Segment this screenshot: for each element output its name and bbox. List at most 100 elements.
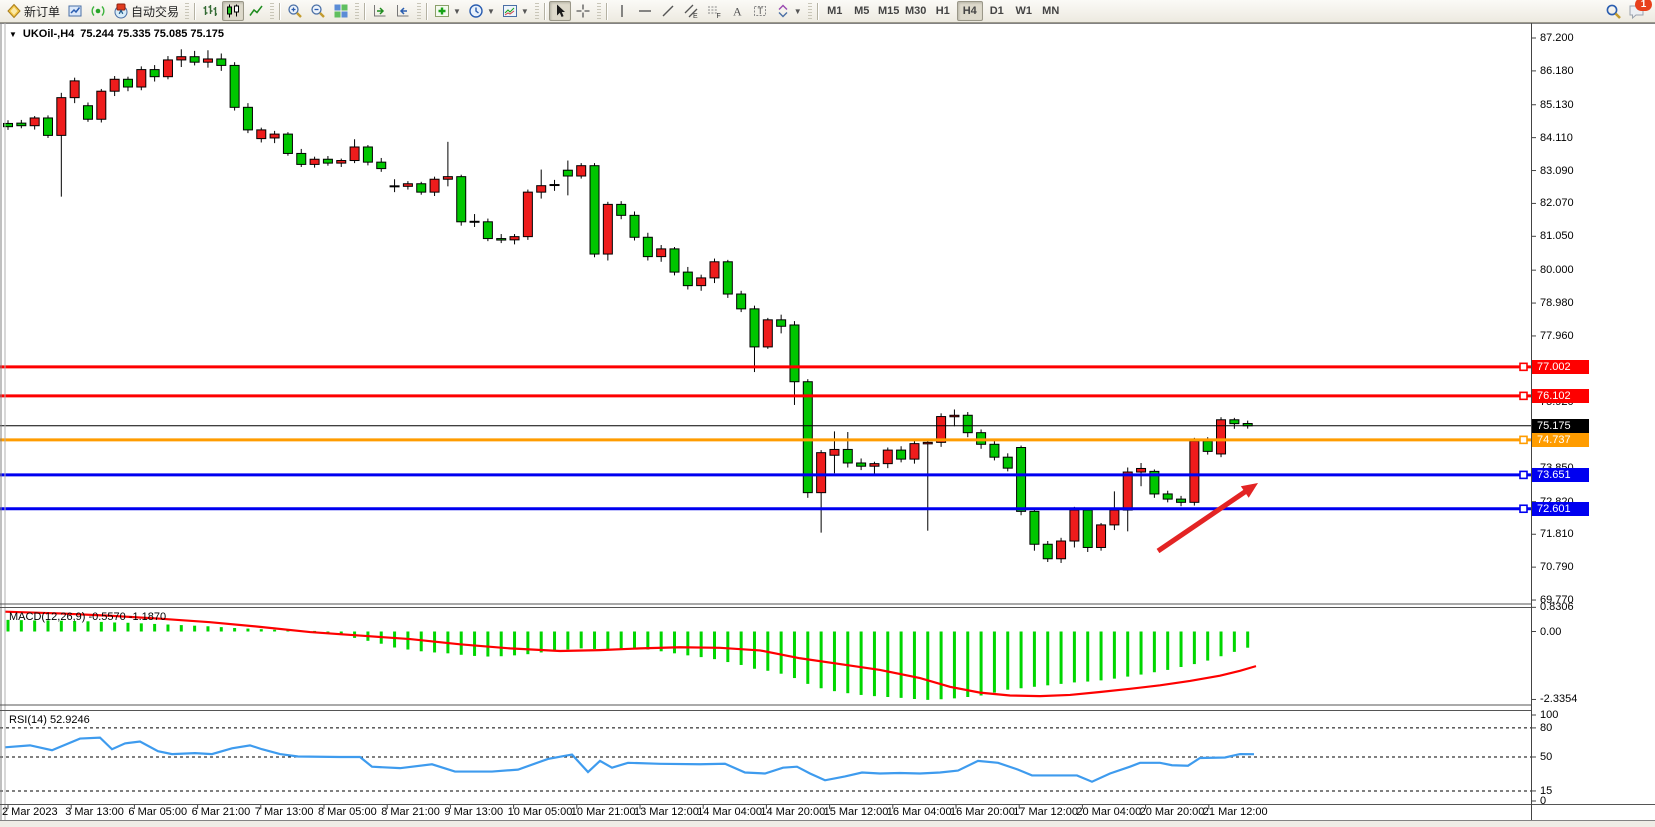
chart-menu-triangle-icon[interactable]: ▼ <box>9 29 17 39</box>
channel-button[interactable]: E <box>680 1 702 21</box>
chevron-down-icon[interactable]: ▼ <box>486 6 495 16</box>
toolbar-separator <box>534 2 539 20</box>
time-axis-label: 21 Mar 12:00 <box>1202 806 1268 818</box>
time-axis-label: 8 Mar 05:00 <box>318 806 377 818</box>
time-axis-label: 17 Mar 12:00 <box>1013 806 1079 818</box>
horizontal-line-object[interactable] <box>0 470 1531 480</box>
axis-ticks <box>7 37 1536 809</box>
chart-window[interactable]: ▼ UKOil-,H4 75.244 75.335 75.085 75.175 … <box>0 23 1655 827</box>
tile-windows-button[interactable] <box>330 1 352 21</box>
auto-scroll-button[interactable] <box>369 1 391 21</box>
horizontal-line-object[interactable] <box>0 504 1531 514</box>
price-axis-label: 71.810 <box>1540 528 1574 541</box>
timeframe-button-m5[interactable]: M5 <box>854 5 870 17</box>
candlestick-icon <box>225 3 241 19</box>
pane-borders <box>0 23 1655 821</box>
time-axis-label: 3 Mar 13:00 <box>65 806 124 818</box>
line-price-label: 72.601 <box>1532 501 1589 516</box>
search-button[interactable] <box>1602 1 1625 21</box>
timeframe-button-m15[interactable]: M15 <box>878 5 900 17</box>
periods-button[interactable]: ▼ <box>465 1 498 21</box>
svg-text:E: E <box>693 13 698 19</box>
zoom-out-button[interactable] <box>307 1 329 21</box>
horizontal-line-object[interactable] <box>0 391 1531 401</box>
toolbar-separator <box>417 2 422 20</box>
notifications-button[interactable]: 1 <box>1625 0 1652 21</box>
price-axis-label: 69.770 <box>1540 594 1574 607</box>
timeframe-button-m30[interactable]: M30 <box>905 5 927 17</box>
rsi-axis-label: 0 <box>1540 795 1547 807</box>
templates-icon <box>502 3 518 19</box>
horizontal-line-object[interactable] <box>0 362 1531 372</box>
toolbar-button-label: 新订单 <box>24 4 61 19</box>
chevron-down-icon[interactable]: ▼ <box>793 6 802 16</box>
timeframe-button-w1[interactable]: W1 <box>1015 5 1032 17</box>
chart-symbol: UKOil-,H4 <box>22 28 75 40</box>
trendline-button[interactable] <box>657 1 679 21</box>
toolbar-separator <box>355 2 360 20</box>
chevron-down-icon[interactable]: ▼ <box>453 6 461 16</box>
new-order-button[interactable]: 新订单 <box>3 1 63 21</box>
text-icon: A <box>729 3 745 19</box>
macd-axis-label: 0.8306 <box>1540 601 1574 614</box>
timeframe-button-h1[interactable]: H1 <box>935 5 950 17</box>
price-axis-label: 78.980 <box>1540 297 1574 310</box>
time-axis-label: 14 Mar 04:00 <box>697 806 763 818</box>
tile-windows-icon <box>333 3 349 19</box>
rsi-axis-label: 15 <box>1540 784 1553 797</box>
time-axis-label: 13 Mar 12:00 <box>634 806 699 818</box>
timeframe-button-m1[interactable]: M1 <box>827 5 843 17</box>
bar-chart-button[interactable] <box>199 1 221 21</box>
fibonacci-button[interactable]: F <box>703 1 725 21</box>
candles-layer <box>3 49 1253 563</box>
chart-shift-button[interactable] <box>392 1 414 21</box>
chart-canvas[interactable] <box>0 23 1655 827</box>
timeframe-button-mn[interactable]: MN <box>1042 5 1060 17</box>
toolbar-separator <box>816 2 818 20</box>
zoom-in-button[interactable] <box>284 1 306 21</box>
rsi-label: RSI(14) 52.9246 <box>9 714 90 726</box>
time-axis-label: 15 Mar 12:00 <box>823 806 889 818</box>
indicators-button[interactable]: ▼ <box>431 1 464 21</box>
auto-scroll-icon <box>372 3 388 19</box>
time-axis-label: 16 Mar 20:00 <box>950 806 1015 818</box>
toolbar-separator <box>279 2 281 20</box>
toolbar-separator <box>605 2 607 20</box>
price-axis-label: 84.110 <box>1540 131 1573 144</box>
text-button[interactable]: A <box>726 1 748 21</box>
toolbar-separator <box>426 2 428 20</box>
time-axis-label: 9 Mar 13:00 <box>444 806 504 818</box>
chart-window-button[interactable] <box>64 1 86 21</box>
crosshair-button[interactable] <box>572 1 594 21</box>
fibonacci-icon: F <box>706 3 722 19</box>
price-axis-label: 86.180 <box>1540 64 1574 77</box>
time-axis-label: 6 Mar 21:00 <box>191 806 251 818</box>
timeframe-button-d1[interactable]: D1 <box>989 5 1004 17</box>
price-axis-label: 81.050 <box>1540 230 1574 243</box>
price-axis-label: 85.130 <box>1540 98 1574 111</box>
timeframe-button-h4[interactable]: H4 <box>956 1 983 21</box>
hline-button[interactable] <box>634 1 656 21</box>
toolbar-button-label: 自动交易 <box>131 4 180 19</box>
channel-icon: E <box>683 3 699 19</box>
trend-arrow-annotation[interactable] <box>1156 483 1258 554</box>
time-axis-label: 20 Mar 04:00 <box>1076 806 1142 818</box>
autotrade-button[interactable]: 自动交易 <box>110 1 182 21</box>
line-chart-button[interactable] <box>245 1 267 21</box>
candlestick-button[interactable] <box>222 1 245 21</box>
chart-title: ▼ UKOil-,H4 75.244 75.335 75.085 75.175 <box>9 28 224 40</box>
cursor-button[interactable] <box>548 1 571 21</box>
vline-button[interactable] <box>611 1 633 21</box>
price-axis-label: 87.200 <box>1540 32 1574 44</box>
horizontal-line-object[interactable] <box>0 435 1531 445</box>
label-button[interactable]: T <box>749 1 771 21</box>
toolbar-separator <box>194 2 196 20</box>
rsi-pane <box>0 727 1531 792</box>
signals-button[interactable] <box>87 1 109 21</box>
vline-icon <box>614 3 630 19</box>
templates-button[interactable]: ▼ <box>499 1 532 21</box>
chevron-down-icon[interactable]: ▼ <box>520 6 529 16</box>
shapes-button[interactable]: ▼ <box>772 1 805 21</box>
line-price-label: 74.737 <box>1532 432 1589 447</box>
